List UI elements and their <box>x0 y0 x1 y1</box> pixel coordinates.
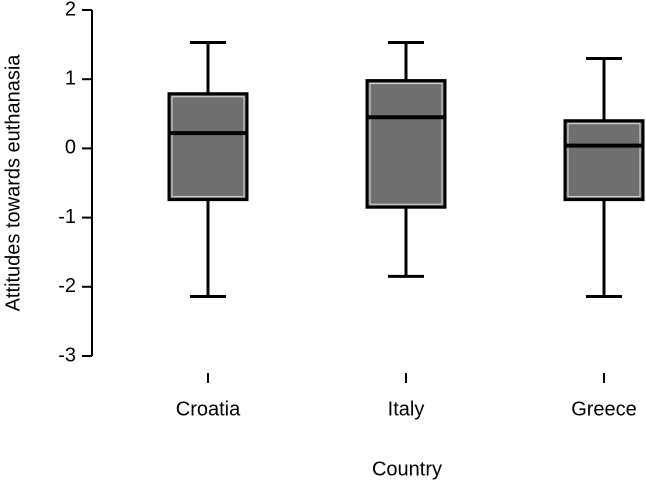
y-tick-label: -2 <box>58 275 76 297</box>
y-tick-label: -3 <box>58 344 76 366</box>
box-inner-edge <box>567 123 641 198</box>
box <box>563 119 645 202</box>
box-inner-edge <box>171 96 245 198</box>
y-tick-label: 0 <box>65 137 76 159</box>
y-tick-label: 1 <box>65 67 76 89</box>
y-axis-label: Attitudes towards euthanasia <box>2 54 24 312</box>
box-inner-edge <box>369 83 443 205</box>
x-tick-label: Croatia <box>176 398 241 420</box>
box <box>365 79 447 209</box>
x-tick-label: Greece <box>571 398 637 420</box>
x-tick-label: Italy <box>388 398 425 420</box>
y-tick-label: 2 <box>65 0 76 20</box>
box <box>167 92 249 202</box>
x-axis-label: Country <box>372 458 442 480</box>
y-tick-label: -1 <box>58 206 76 228</box>
